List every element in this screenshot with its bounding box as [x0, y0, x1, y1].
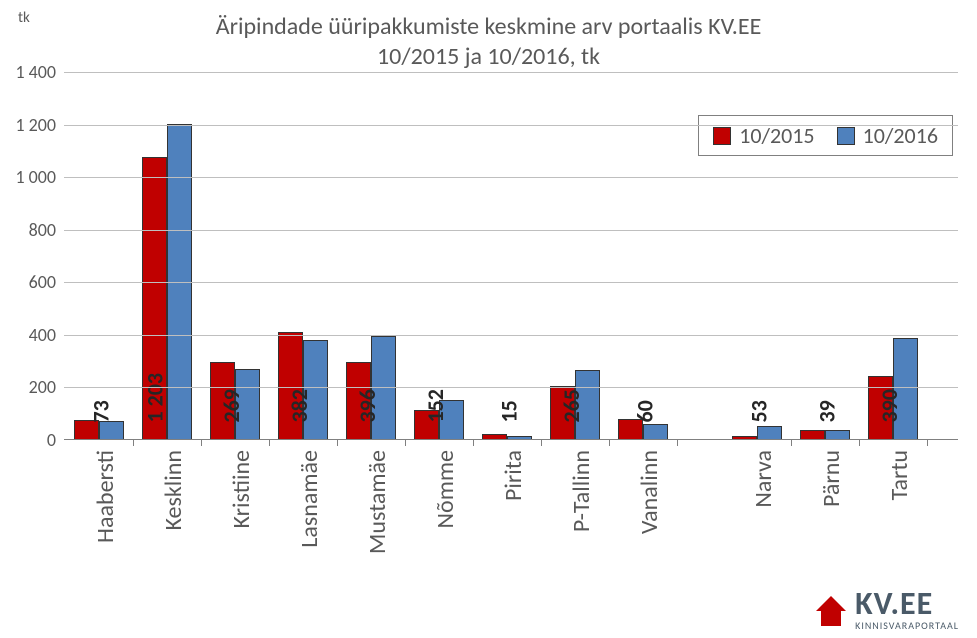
- category-label: Kristiine: [227, 450, 256, 529]
- x-tick: [269, 440, 270, 446]
- y-tick-label: 800: [29, 219, 56, 241]
- category-label: Nõmme: [431, 450, 460, 528]
- category-label: Tartu: [885, 450, 914, 500]
- y-tick-label: 1 000: [15, 166, 56, 188]
- x-tick: [677, 440, 678, 446]
- x-tick: [927, 440, 928, 446]
- category-label: Pirita: [499, 450, 528, 501]
- x-tick: [859, 440, 860, 446]
- bar-value-label: 73: [87, 400, 114, 422]
- gridline: [64, 335, 958, 336]
- category-label: Mustamäe: [363, 450, 392, 554]
- x-axis: [64, 439, 958, 440]
- logo-text-stack: KV.EE KINNISVARAPORTAAL: [855, 590, 959, 632]
- bar-2016: [757, 426, 782, 440]
- gridline: [64, 230, 958, 231]
- gridline: [64, 282, 958, 283]
- bar-value-label: 152: [421, 389, 448, 422]
- x-tick: [473, 440, 474, 446]
- bars-layer: 73 1 203 269 382 396 152 15 265 60 53 39 390: [64, 72, 958, 440]
- x-tick: [133, 440, 134, 446]
- y-tick-label: 200: [29, 376, 56, 398]
- y-tick-label: 0: [47, 429, 56, 451]
- bar-value-label: 15: [495, 400, 522, 422]
- y-tick-label: 1 400: [15, 61, 56, 83]
- house-icon: [813, 593, 849, 629]
- category-label: Vanalinn: [635, 450, 664, 534]
- logo-text: KV.EE: [855, 590, 933, 619]
- category-label: Pärnu: [817, 450, 846, 507]
- bar-value-label: 396: [353, 389, 380, 422]
- gridline: [64, 125, 958, 126]
- y-tick-label: 1 200: [15, 114, 56, 136]
- x-tick: [541, 440, 542, 446]
- category-label: Narva: [749, 450, 778, 508]
- category-label: P-Tallinn: [567, 450, 596, 532]
- title-line-2: 10/2015 ja 10/2016, tk: [377, 42, 600, 71]
- bar-2016: [643, 424, 668, 440]
- bar-value-label: 1 203: [141, 373, 168, 423]
- bar-value-label: 382: [285, 389, 312, 422]
- y-tick-label: 600: [29, 271, 56, 293]
- category-label: Lasnamäe: [295, 450, 324, 548]
- bar-value-label: 265: [557, 389, 584, 422]
- bar-2016: [99, 421, 124, 440]
- bar-value-label: 60: [631, 400, 658, 422]
- x-tick: [405, 440, 406, 446]
- gridline: [64, 177, 958, 178]
- gridline: [64, 72, 958, 73]
- y-tick-label: 400: [29, 324, 56, 346]
- category-label: Haabersti: [91, 450, 120, 543]
- x-tick: [201, 440, 202, 446]
- x-tick: [791, 440, 792, 446]
- bar-value-label: 53: [745, 400, 772, 422]
- bar-value-label: 39: [813, 400, 840, 422]
- bar-2015: [278, 332, 303, 440]
- category-label: Kesklinn: [159, 450, 188, 531]
- plot-area: 731 20326938239615215265605339390 020040…: [64, 72, 958, 440]
- kvee-logo: KV.EE KINNISVARAPORTAAL: [813, 590, 959, 632]
- chart-container: tk Äripindade üüripakkumiste keskmine ar…: [0, 0, 977, 638]
- logo-subtitle: KINNISVARAPORTAAL: [855, 619, 959, 632]
- x-tick: [337, 440, 338, 446]
- gridline: [64, 387, 958, 388]
- title-line-1: Äripindade üüripakkumiste keskmine arv p…: [216, 12, 762, 41]
- chart-title: Äripindade üüripakkumiste keskmine arv p…: [0, 12, 977, 72]
- bar-value-label: 269: [217, 389, 244, 422]
- bar-value-label: 390: [875, 389, 902, 422]
- x-tick: [609, 440, 610, 446]
- bar-2015: [74, 420, 99, 440]
